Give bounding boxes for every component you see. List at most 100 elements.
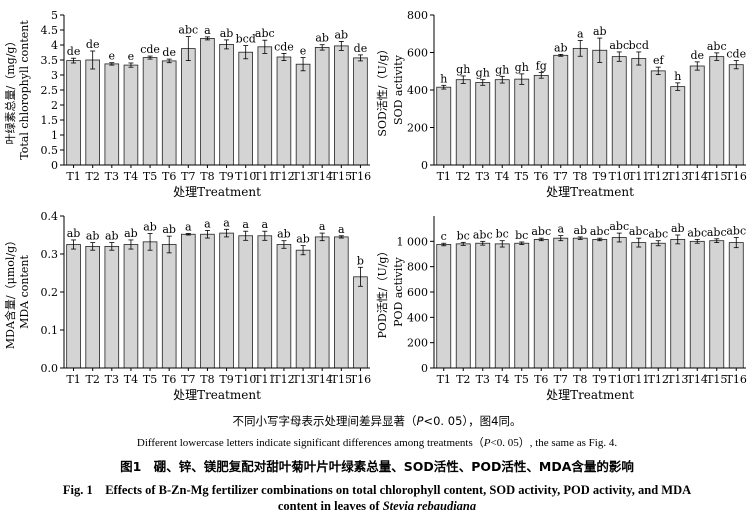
x-tick-label-T15: T15 bbox=[331, 170, 352, 183]
error-bar-T4 bbox=[499, 75, 505, 84]
bar-T10 bbox=[238, 235, 253, 369]
bar-T1 bbox=[436, 244, 452, 369]
significance-letter-T4: ab bbox=[124, 227, 138, 240]
y-axis-title-cn: POD活性/（U/g） bbox=[375, 246, 389, 339]
y-tick-label: 800 bbox=[407, 9, 428, 22]
y-axis-title-cn: MDA含量/（μmol/g） bbox=[3, 235, 17, 349]
bar-T1 bbox=[66, 60, 81, 166]
error-bar-T2 bbox=[90, 50, 96, 70]
bar-T9 bbox=[592, 239, 608, 369]
x-tick-label-T14: T14 bbox=[687, 373, 708, 386]
bar-T8 bbox=[200, 233, 215, 369]
x-axis-title: 处理Treatment bbox=[546, 388, 634, 402]
x-tick-label-T16: T16 bbox=[350, 170, 371, 183]
error-bar-T5 bbox=[519, 241, 525, 245]
y-tick-label: 400 bbox=[407, 84, 428, 97]
bar-T7 bbox=[181, 233, 196, 369]
significance-letter-T1: h bbox=[440, 72, 447, 85]
bar-T12 bbox=[276, 244, 292, 369]
significance-letter-T6: ab bbox=[162, 223, 176, 236]
significance-letter-T10: a bbox=[242, 218, 249, 231]
bar-T7 bbox=[181, 48, 196, 166]
bar-T5 bbox=[142, 57, 158, 166]
x-tick-label-T15: T15 bbox=[706, 373, 727, 386]
x-tick-label-T8: T8 bbox=[573, 170, 587, 183]
significance-letter-T2: bc bbox=[457, 229, 470, 242]
bar-T15 bbox=[334, 45, 349, 166]
figure-title-en-line2: content in leaves of Stevia rebaudiana bbox=[277, 499, 477, 513]
error-bar-T13 bbox=[300, 57, 306, 72]
significance-letter-T8: a bbox=[204, 217, 211, 230]
x-tick-label-T16: T16 bbox=[726, 170, 747, 183]
x-tick-label-T5: T5 bbox=[515, 170, 529, 183]
significance-letter-T11: a bbox=[262, 218, 269, 231]
x-tick-label-T11: T11 bbox=[254, 170, 275, 183]
error-bar-T4 bbox=[128, 239, 134, 250]
y-axis-title-en: POD activity bbox=[392, 256, 405, 327]
bar-T6 bbox=[533, 74, 549, 166]
error-bar-T14 bbox=[319, 44, 325, 51]
significance-letter-T10: abc bbox=[609, 220, 629, 233]
significance-letter-T3: ab bbox=[105, 230, 119, 243]
x-tick-label-T9: T9 bbox=[593, 170, 607, 183]
x-tick-label-T7: T7 bbox=[181, 170, 195, 183]
y-tick-label: 0.2 bbox=[41, 286, 59, 299]
x-tick-label-T1: T1 bbox=[66, 373, 80, 386]
error-bar-T3 bbox=[480, 79, 486, 86]
significance-letter-T2: gh bbox=[456, 63, 470, 76]
error-bar-T10 bbox=[616, 51, 622, 62]
significance-letter-T13: ab bbox=[671, 222, 685, 235]
y-tick-label: 200 bbox=[407, 337, 428, 350]
bar-T12 bbox=[650, 70, 666, 166]
bar-T3 bbox=[475, 242, 491, 369]
significance-letter-T2: ab bbox=[86, 230, 100, 243]
bar-T16 bbox=[353, 57, 368, 166]
significance-letter-T15: a bbox=[338, 223, 345, 236]
y-tick-label: 800 bbox=[407, 261, 428, 274]
bar-T1 bbox=[66, 244, 81, 369]
significance-letter-T9: a bbox=[223, 216, 230, 229]
x-tick-label-T7: T7 bbox=[181, 373, 195, 386]
bar-T5 bbox=[142, 241, 158, 369]
error-bar-T15 bbox=[338, 235, 344, 239]
significance-letter-T12: abc bbox=[648, 228, 668, 241]
error-bar-T10 bbox=[243, 45, 249, 60]
significance-letter-T8: a bbox=[577, 28, 584, 41]
x-tick-label-T10: T10 bbox=[235, 170, 256, 183]
x-tick-label-T5: T5 bbox=[143, 170, 157, 183]
x-tick-label-T3: T3 bbox=[105, 373, 119, 386]
x-tick-label-T6: T6 bbox=[162, 373, 176, 386]
bar-T4 bbox=[123, 244, 139, 369]
error-bar-T15 bbox=[714, 52, 720, 61]
bar-T13 bbox=[295, 249, 311, 369]
significance-letter-T8: ab bbox=[573, 224, 587, 237]
x-tick-label-T13: T13 bbox=[667, 373, 688, 386]
x-tick-label-T1: T1 bbox=[437, 170, 451, 183]
x-tick-label-T4: T4 bbox=[124, 170, 138, 183]
y-tick-label: 2 bbox=[51, 99, 58, 112]
error-bar-T9 bbox=[597, 237, 603, 242]
error-bar-T7 bbox=[558, 53, 564, 57]
error-bar-T6 bbox=[166, 235, 172, 254]
significance-letter-T7: a bbox=[557, 223, 564, 236]
x-tick-label-T9: T9 bbox=[219, 170, 233, 183]
bar-T3 bbox=[104, 245, 120, 369]
x-tick-label-T1: T1 bbox=[437, 373, 451, 386]
bar-T10 bbox=[238, 51, 253, 166]
significance-letter-T7: a bbox=[185, 220, 192, 233]
y-axis-title-cn: SOD活性/（U/g） bbox=[375, 43, 389, 136]
significance-letter-T1: de bbox=[67, 45, 81, 58]
bar-T2 bbox=[85, 245, 100, 369]
bar-T15 bbox=[709, 56, 725, 166]
bar-T15 bbox=[709, 240, 725, 369]
error-bar-T16 bbox=[357, 54, 363, 62]
error-bar-T9 bbox=[224, 228, 230, 238]
bar-T8 bbox=[572, 47, 588, 166]
x-tick-label-T13: T13 bbox=[292, 170, 313, 183]
significance-letter-T15: ab bbox=[335, 28, 349, 41]
significance-letter-T12: ef bbox=[653, 54, 665, 67]
error-bar-T3 bbox=[480, 240, 486, 246]
error-bar-T11 bbox=[262, 39, 268, 54]
significance-letter-T1: c bbox=[441, 230, 447, 243]
